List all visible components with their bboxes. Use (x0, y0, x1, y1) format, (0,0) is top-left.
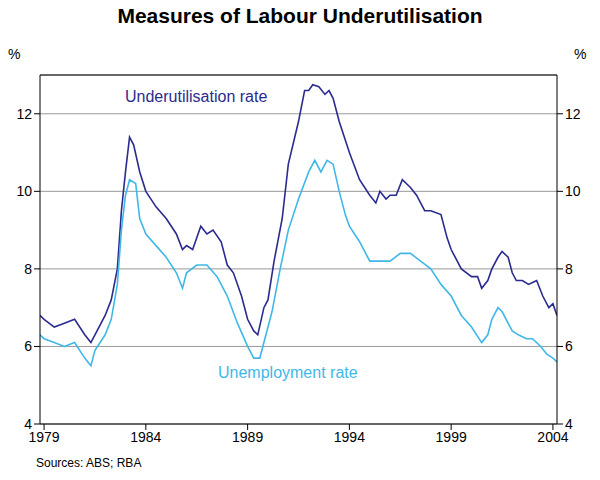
svg-text:12: 12 (16, 106, 32, 122)
svg-text:6: 6 (24, 338, 32, 354)
html-text:Unemployment rate: Unemployment rate (218, 364, 358, 381)
svg-text:8: 8 (24, 261, 32, 277)
svg-text:12: 12 (565, 106, 581, 122)
html-text:Sources: ABS; RBA: Sources: ABS; RBA (36, 456, 142, 470)
html-text:Measures of Labour Underutilis: Measures of Labour Underutilisation (117, 4, 483, 27)
html-text:Underutilisation rate: Underutilisation rate (125, 88, 268, 105)
svg-text:1979: 1979 (28, 429, 59, 445)
svg-text:1994: 1994 (334, 429, 365, 445)
svg-text:8: 8 (565, 261, 573, 277)
svg-text:10: 10 (16, 183, 32, 199)
svg-text:1989: 1989 (232, 429, 263, 445)
svg-text:1999: 1999 (436, 429, 467, 445)
svg-text:4: 4 (24, 416, 32, 432)
svg-text:10: 10 (565, 183, 581, 199)
svg-text:6: 6 (565, 338, 573, 354)
svg-text:2004: 2004 (537, 429, 568, 445)
svg-text:4: 4 (565, 416, 573, 432)
svg-text:1984: 1984 (130, 429, 161, 445)
